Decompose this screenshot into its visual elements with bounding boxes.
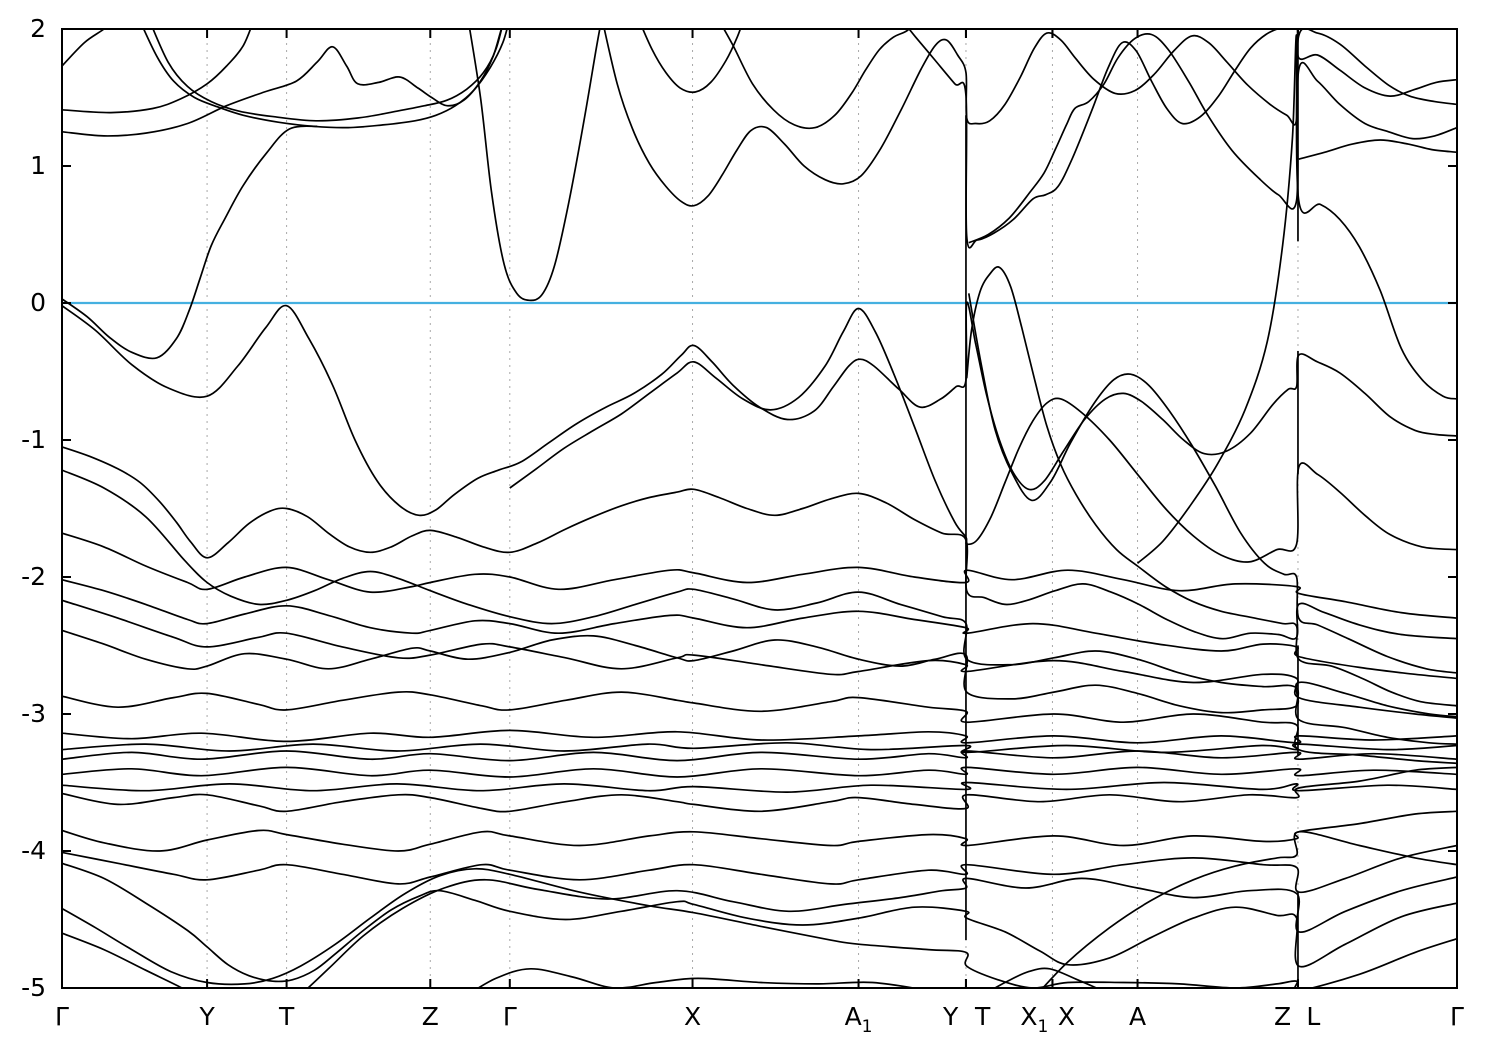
band-line bbox=[62, 690, 1457, 765]
y-tick-label: -1 bbox=[21, 425, 46, 454]
band-line bbox=[306, 876, 1457, 988]
band-line bbox=[722, 29, 911, 130]
band-line bbox=[62, 578, 1457, 680]
band-line bbox=[509, 307, 1457, 563]
x-tick-label: X bbox=[1058, 1002, 1075, 1031]
band-line bbox=[476, 967, 918, 988]
band-line bbox=[62, 125, 318, 360]
band-line bbox=[968, 32, 1457, 244]
y-tick-label: 1 bbox=[30, 151, 46, 180]
band-line bbox=[152, 29, 503, 122]
x-tick-label: Z bbox=[422, 1002, 439, 1031]
band-line bbox=[62, 867, 1457, 988]
x-tick-label: A1 bbox=[845, 1002, 873, 1037]
band-line bbox=[908, 29, 1457, 249]
band-line bbox=[62, 301, 1457, 517]
band-line bbox=[62, 862, 1457, 983]
y-tick-label: 0 bbox=[30, 288, 46, 317]
band-line bbox=[62, 446, 1457, 640]
band-line bbox=[62, 844, 1457, 894]
band-line bbox=[993, 967, 1099, 988]
y-tick-label: -5 bbox=[21, 973, 46, 1002]
band-line bbox=[62, 741, 1457, 754]
band-line bbox=[62, 766, 1457, 813]
band-line bbox=[1298, 139, 1457, 161]
x-tick-label: Y bbox=[942, 1002, 959, 1031]
band-line bbox=[62, 810, 1457, 852]
band-line bbox=[62, 766, 1457, 778]
band-line bbox=[62, 729, 1457, 744]
band-line bbox=[62, 29, 252, 114]
band-line bbox=[965, 266, 1457, 707]
x-tick-label: Z bbox=[1274, 1002, 1291, 1031]
x-tick-label: T bbox=[974, 1002, 991, 1031]
band-line bbox=[62, 29, 503, 137]
x-tick-label: X1 bbox=[1020, 1002, 1048, 1037]
y-tick-label: -4 bbox=[21, 836, 46, 865]
x-tick-label: L bbox=[1306, 1002, 1320, 1031]
x-tick-label: T bbox=[278, 1002, 295, 1031]
band-lines bbox=[62, 29, 1457, 988]
band-line bbox=[142, 29, 508, 129]
x-tick-label: X bbox=[684, 1002, 701, 1031]
band-line bbox=[1136, 34, 1457, 564]
band-line bbox=[62, 29, 106, 67]
x-tick-label: Γ bbox=[1450, 1002, 1464, 1031]
x-tick-label: A bbox=[1129, 1002, 1146, 1031]
band-line bbox=[468, 29, 601, 302]
band-line bbox=[62, 781, 1457, 793]
x-tick-label: Y bbox=[198, 1002, 215, 1031]
band-line bbox=[967, 293, 1457, 674]
y-tick-label: -2 bbox=[21, 562, 46, 591]
axis-ticks bbox=[61, 28, 1458, 989]
plot-border bbox=[61, 28, 1458, 989]
x-tick-label: Γ bbox=[55, 1002, 69, 1031]
band-line bbox=[603, 29, 1457, 207]
x-tick-label: Γ bbox=[503, 1002, 517, 1031]
band-line bbox=[62, 469, 1457, 745]
band-line bbox=[62, 932, 184, 988]
band-line bbox=[62, 599, 1457, 719]
band-line bbox=[641, 29, 742, 94]
band-line bbox=[62, 532, 1457, 619]
y-tick-label: -3 bbox=[21, 699, 46, 728]
band-line bbox=[1041, 830, 1457, 988]
y-tick-label: 2 bbox=[30, 14, 46, 43]
band-line bbox=[62, 629, 1457, 718]
band-line bbox=[62, 750, 1457, 762]
